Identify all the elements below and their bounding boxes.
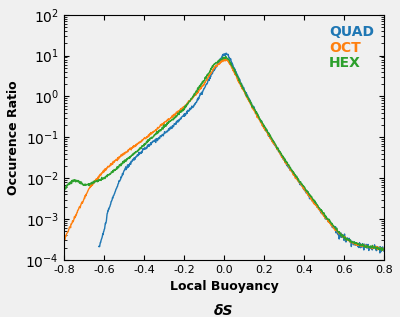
HEX [317, 207, 322, 210]
HEX [382, 248, 386, 252]
Y-axis label: Occurence Ratio: Occurence Ratio [7, 80, 20, 195]
QUAD [278, 153, 283, 157]
OCT [191, 95, 196, 99]
HEX [202, 76, 207, 80]
Legend: QUAD, OCT, HEX: QUAD, OCT, HEX [326, 21, 378, 74]
Line: QUAD: QUAD [99, 53, 384, 253]
HEX [191, 94, 196, 98]
Line: OCT: OCT [64, 59, 384, 250]
QUAD [96, 245, 101, 249]
OCT [94, 177, 99, 181]
OCT [380, 249, 384, 252]
OCT [202, 81, 207, 84]
QUAD [382, 249, 386, 252]
HEX [223, 55, 228, 58]
HEX [62, 189, 66, 193]
QUAD [262, 126, 267, 130]
OCT [317, 209, 322, 212]
QUAD [313, 201, 318, 204]
OCT [222, 57, 226, 61]
Text: δS: δS [214, 304, 234, 317]
X-axis label: Local Buoyancy: Local Buoyancy [170, 280, 278, 293]
HEX [282, 156, 286, 160]
QUAD [224, 51, 229, 55]
HEX [94, 179, 99, 183]
QUAD [270, 139, 275, 142]
HEX [312, 199, 316, 203]
HEX [380, 249, 384, 252]
Line: HEX: HEX [64, 56, 384, 250]
QUAD [114, 187, 119, 191]
QUAD [342, 237, 347, 241]
OCT [382, 247, 386, 251]
OCT [282, 158, 286, 162]
QUAD [378, 251, 382, 255]
OCT [62, 238, 66, 242]
OCT [312, 202, 316, 206]
